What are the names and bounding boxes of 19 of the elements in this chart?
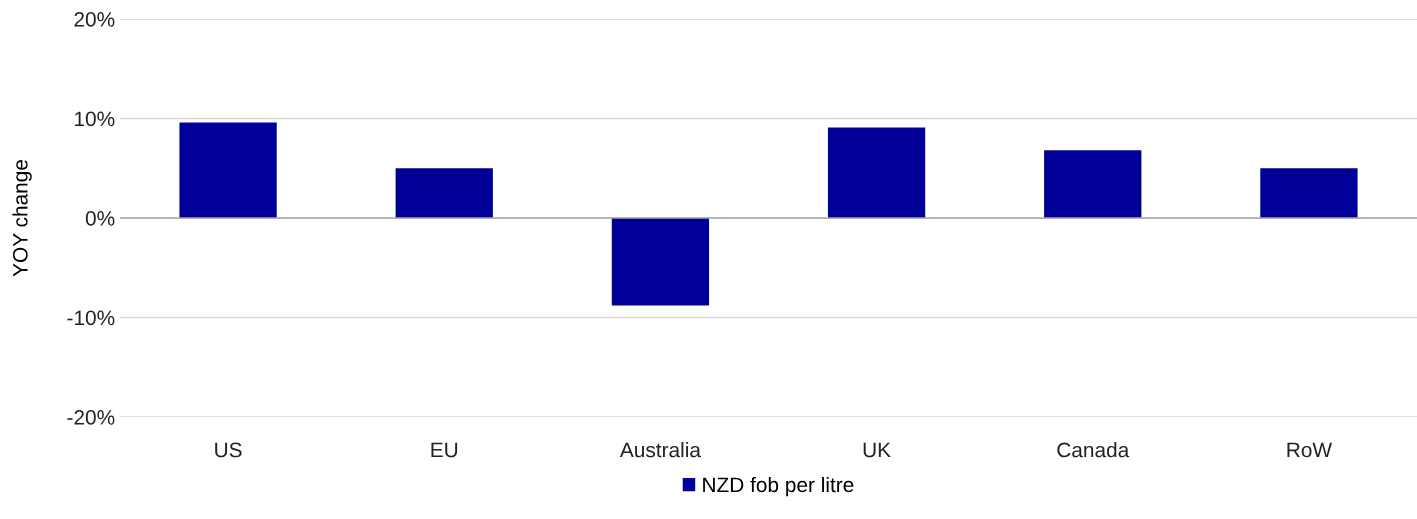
x-tick-label: RoW <box>1287 442 1332 458</box>
bar <box>827 127 926 218</box>
bar <box>611 218 710 306</box>
y-tick-label: -20% <box>67 410 115 425</box>
y-tick-label: -10% <box>67 310 115 326</box>
bar <box>179 122 277 218</box>
y-tick-label: 10% <box>75 111 115 127</box>
x-tick-label: EU <box>431 442 458 458</box>
x-tick-label: UK <box>863 442 891 458</box>
y-tick-label: 0% <box>85 211 115 226</box>
legend-label: NZD fob per litre <box>703 476 854 497</box>
y-axis-title: YOY change <box>12 160 32 277</box>
bar <box>1044 150 1142 218</box>
bar <box>1260 168 1358 218</box>
x-tick-label: Canada <box>1057 442 1130 458</box>
bar <box>395 168 493 218</box>
y-tick-label: 20% <box>74 12 115 27</box>
x-tick-label: US <box>215 442 242 458</box>
x-tick-label: Australia <box>619 442 701 458</box>
